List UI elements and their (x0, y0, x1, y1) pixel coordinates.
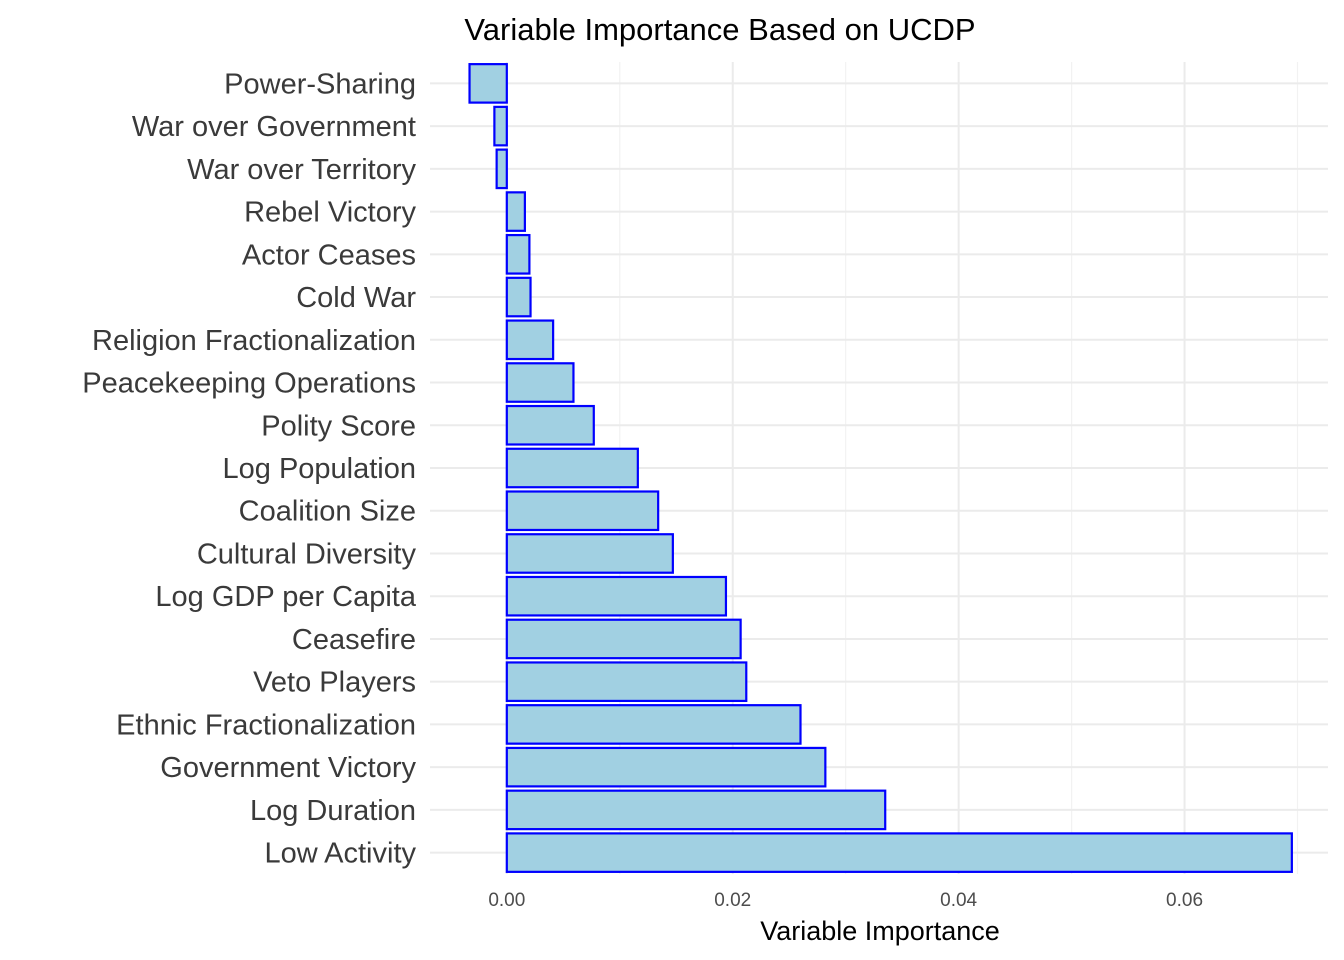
bars (468, 63, 1293, 873)
bar (505, 832, 1293, 873)
bar (505, 533, 674, 574)
bar (505, 319, 555, 361)
y-category-label: Peacekeeping Operations (82, 368, 416, 400)
bar (505, 447, 639, 489)
y-category-label: Power-Sharing (224, 68, 416, 100)
y-category-label: Government Victory (160, 752, 416, 784)
y-category-label: Actor Ceases (242, 239, 416, 271)
y-axis-labels: Power-Sharing War over Government War over… (82, 68, 417, 869)
bar (505, 404, 595, 446)
bar (505, 276, 532, 318)
y-category-label: War over Government (132, 111, 416, 143)
y-category-label: Low Activity (265, 838, 417, 870)
x-axis-title: Variable Importance (760, 916, 1000, 946)
bar (505, 490, 660, 532)
bar (495, 148, 508, 190)
y-category-label: Cultural Diversity (197, 538, 417, 570)
y-category-label: Religion Fractionalization (92, 325, 416, 357)
bar (505, 746, 827, 788)
y-category-label: Veto Players (253, 667, 416, 699)
x-tick-label: 0.00 (488, 890, 525, 911)
chart-title: Variable Importance Based on UCDP (464, 12, 975, 47)
bar (505, 661, 748, 703)
bar (468, 63, 508, 104)
y-category-label: War over Territory (187, 154, 416, 186)
bar (505, 233, 531, 275)
bar (505, 618, 742, 660)
y-category-label: Log Population (223, 453, 417, 485)
y-category-label: Ethnic Fractionalization (116, 709, 416, 741)
y-category-label: Log Duration (250, 795, 416, 827)
y-category-label: Coalition Size (239, 496, 416, 528)
bar (505, 362, 575, 403)
bar (505, 704, 802, 745)
bar (505, 789, 887, 831)
y-category-label: Polity Score (261, 410, 416, 442)
y-category-label: Log GDP per Capita (155, 581, 416, 613)
y-category-label: Ceasefire (292, 624, 416, 656)
bar (505, 191, 526, 232)
y-category-label: Cold War (296, 282, 416, 314)
y-category-label: Rebel Victory (244, 197, 416, 229)
x-tick-label: 0.02 (714, 890, 751, 911)
bar (493, 105, 508, 147)
x-tick-label: 0.04 (940, 890, 977, 911)
x-tick-label: 0.06 (1166, 890, 1203, 911)
bar (505, 575, 728, 617)
x-axis-tick-labels: 0.00 0.02 0.04 0.06 (488, 890, 1203, 911)
